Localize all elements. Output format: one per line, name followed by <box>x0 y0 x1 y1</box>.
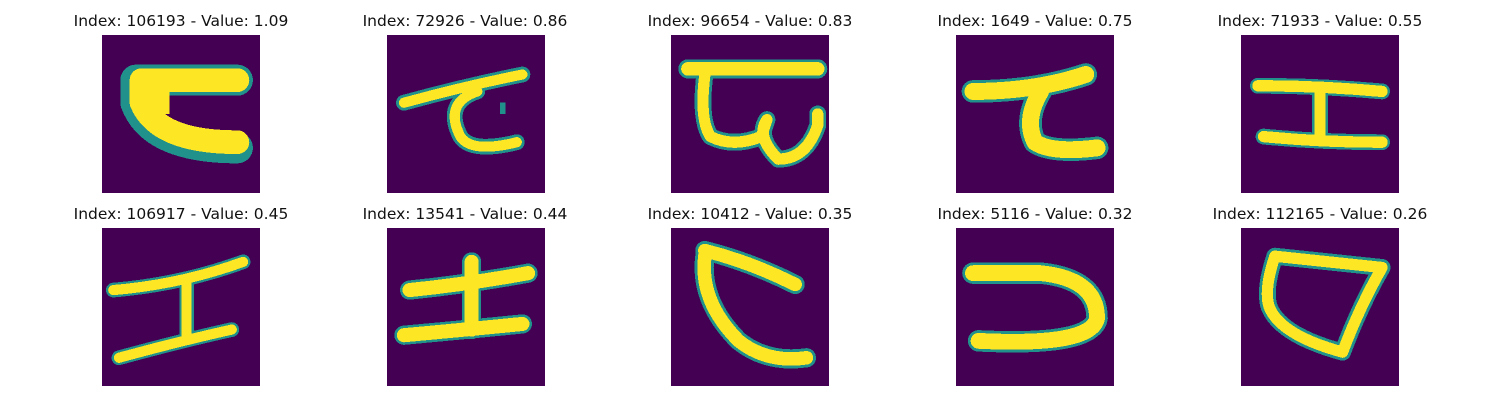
panel-1: Index: 106193 - Value: 1.09 <box>36 12 326 202</box>
digit-image <box>387 35 545 193</box>
digit-image <box>671 35 829 193</box>
panel-title: Index: 71933 - Value: 0.55 <box>1217 12 1423 30</box>
panel-2: Index: 72926 - Value: 0.86 <box>320 12 610 202</box>
panel-title: Index: 13541 - Value: 0.44 <box>362 205 568 223</box>
panel-6: Index: 106917 - Value: 0.45 <box>36 205 326 395</box>
panel-title: Index: 10412 - Value: 0.35 <box>647 205 853 223</box>
panel-title: Index: 72926 - Value: 0.86 <box>362 12 568 30</box>
panel-title: Index: 112165 - Value: 0.26 <box>1212 205 1428 223</box>
panel-5: Index: 71933 - Value: 0.55 <box>1175 12 1465 202</box>
digit-image <box>956 35 1114 193</box>
panel-8: Index: 10412 - Value: 0.35 <box>605 205 895 395</box>
panel-9: Index: 5116 - Value: 0.32 <box>890 205 1180 395</box>
panel-title: Index: 106193 - Value: 1.09 <box>73 12 289 30</box>
panel-10: Index: 112165 - Value: 0.26 <box>1175 205 1465 395</box>
panel-title: Index: 1649 - Value: 0.75 <box>937 12 1133 30</box>
digit-image <box>102 228 260 386</box>
panel-7: Index: 13541 - Value: 0.44 <box>320 205 610 395</box>
panel-title: Index: 5116 - Value: 0.32 <box>937 205 1133 223</box>
digit-image <box>1241 35 1399 193</box>
panel-title: Index: 106917 - Value: 0.45 <box>73 205 289 223</box>
digit-image <box>102 35 260 193</box>
panel-3: Index: 96654 - Value: 0.83 <box>605 12 895 202</box>
digit-image <box>1241 228 1399 386</box>
panel-4: Index: 1649 - Value: 0.75 <box>890 12 1180 202</box>
digit-image <box>671 228 829 386</box>
digit-image <box>956 228 1114 386</box>
panel-title: Index: 96654 - Value: 0.83 <box>647 12 853 30</box>
digit-image <box>387 228 545 386</box>
